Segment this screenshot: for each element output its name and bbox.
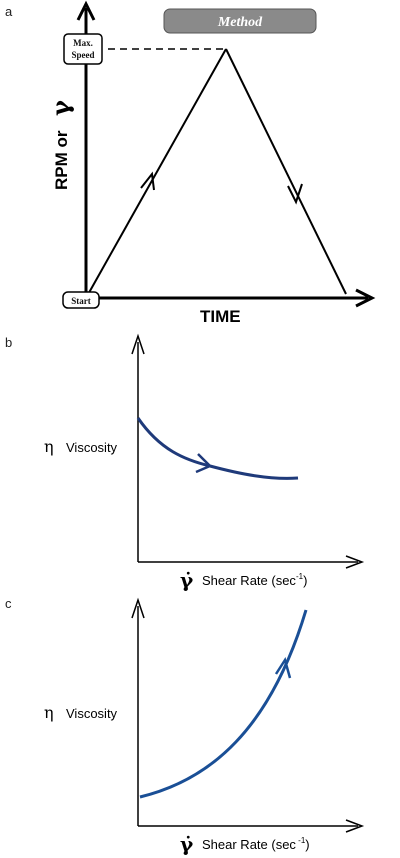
max-speed-box bbox=[63, 33, 103, 65]
x-axis-a-arrowhead bbox=[355, 288, 376, 308]
viscosity-label-b: Viscosity bbox=[66, 440, 118, 455]
ramp-up-arrow bbox=[140, 171, 155, 191]
curve-c-direction-arrow bbox=[274, 656, 292, 679]
max-speed-label-line2: Speed bbox=[71, 50, 94, 60]
curve-b-direction-arrow bbox=[195, 453, 213, 474]
start-label: Start bbox=[71, 296, 91, 306]
panel-b-letter: b bbox=[5, 335, 12, 350]
shear-symbol-c: γ̇ bbox=[180, 832, 194, 856]
shear-label-b: Shear Rate (sec-1) bbox=[202, 572, 307, 588]
y-axis-a-arrowhead bbox=[76, 0, 96, 21]
panel-c-letter: c bbox=[5, 596, 12, 611]
panel-b: b η Viscosity γ̇ Shear Rate (sec-1) bbox=[5, 333, 365, 592]
y-axis-label-text: RPM or bbox=[52, 130, 71, 190]
viscosity-symbol-c: η bbox=[44, 703, 54, 722]
viscosity-curve-b bbox=[136, 417, 299, 480]
shear-symbol-b: γ̇ bbox=[180, 568, 194, 592]
ramp-down-arrow bbox=[287, 183, 303, 205]
viscosity-label-c: Viscosity bbox=[66, 706, 118, 721]
viscosity-symbol-b: η bbox=[44, 437, 54, 456]
x-axis-label-a: TIME bbox=[200, 307, 241, 326]
panel-a-letter: a bbox=[5, 4, 13, 19]
ramp-down-line bbox=[225, 48, 347, 295]
method-label: Method bbox=[217, 15, 263, 30]
max-speed-label-line1: Max. bbox=[73, 38, 93, 48]
viscosity-curve-c bbox=[139, 609, 308, 799]
panel-a: a Method Max. Speed Start RPM or γ TIM bbox=[5, 0, 376, 326]
y-axis-label-a: RPM or γ bbox=[46, 100, 75, 190]
y-axis-b-arrowhead bbox=[131, 333, 145, 355]
start-box bbox=[62, 291, 100, 309]
x-axis-c-arrowhead bbox=[345, 819, 365, 833]
y-axis-gamma-symbol: γ bbox=[46, 100, 75, 116]
panel-c: c η Viscosity γ̇ Shear Rate (sec -1) bbox=[5, 596, 365, 856]
x-axis-b-arrowhead bbox=[345, 555, 365, 569]
y-axis-c-arrowhead bbox=[131, 597, 145, 619]
method-box bbox=[163, 8, 317, 34]
ramp-up-line bbox=[85, 48, 227, 299]
shear-label-c: Shear Rate (sec -1) bbox=[202, 836, 310, 852]
